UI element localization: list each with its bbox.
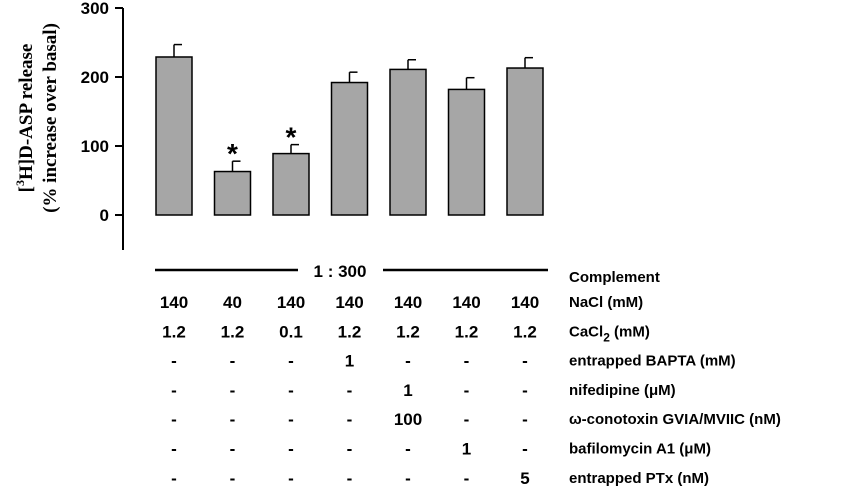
condition-row-label: CaCl2 (mM) <box>569 323 650 344</box>
y-axis-title-line1: [3H]D-ASP release <box>13 44 37 193</box>
bar <box>155 56 193 216</box>
condition-table: 140 40 140 140 140 140 140 NaCl (mM) 1.2 1.2 0.1 1.… <box>160 293 781 488</box>
condition-value: 100 <box>394 410 422 429</box>
condition-value: 1 <box>345 352 354 371</box>
condition-value: - <box>405 352 411 371</box>
y-axis-title-line2: (% increase over basal) <box>40 23 61 213</box>
condition-value: 140 <box>335 293 363 312</box>
condition-value: 1 <box>403 381 412 400</box>
significance-marker: * <box>227 138 238 169</box>
y-tick-label: 0 <box>100 206 109 225</box>
condition-value: - <box>288 440 294 459</box>
condition-value: - <box>230 469 236 488</box>
condition-value: 1.2 <box>513 322 537 341</box>
bar <box>272 152 310 216</box>
condition-value: - <box>347 469 353 488</box>
condition-value: - <box>347 440 353 459</box>
condition-value: - <box>522 440 528 459</box>
condition-value: - <box>405 469 411 488</box>
y-tick-label: 200 <box>81 68 109 87</box>
bar <box>389 68 427 216</box>
condition-value: 1.2 <box>396 322 420 341</box>
condition-value: - <box>288 352 294 371</box>
condition-value: - <box>522 381 528 400</box>
condition-value: - <box>405 440 411 459</box>
condition-value: 140 <box>511 293 539 312</box>
condition-value: - <box>230 381 236 400</box>
condition-value: - <box>464 352 470 371</box>
bar <box>506 67 544 216</box>
y-tick-label: 100 <box>81 137 109 156</box>
bar-series: ** <box>155 43 544 216</box>
condition-value: 0.1 <box>279 322 303 341</box>
complement-row-label: Complement <box>569 269 660 286</box>
y-tick-label: 300 <box>81 0 109 18</box>
complement-ratio-label: 1 : 300 <box>314 262 367 281</box>
condition-value: - <box>230 352 236 371</box>
condition-value: - <box>464 381 470 400</box>
condition-value: 140 <box>452 293 480 312</box>
condition-value: 1.2 <box>455 322 479 341</box>
condition-value: 1.2 <box>162 322 186 341</box>
condition-value: 5 <box>520 469 529 488</box>
condition-value: - <box>464 410 470 429</box>
y-axis-title: [3H]D-ASP release (% increase over basal… <box>13 23 61 213</box>
condition-value: 40 <box>223 293 242 312</box>
condition-value: - <box>230 410 236 429</box>
condition-row-label: bafilomycin A1 (μM) <box>569 441 711 458</box>
condition-value: - <box>347 381 353 400</box>
condition-value: - <box>171 352 177 371</box>
condition-value: - <box>522 410 528 429</box>
condition-value: 140 <box>394 293 422 312</box>
condition-value: - <box>230 440 236 459</box>
condition-value: 140 <box>160 293 188 312</box>
y-axis-ticks: 0 100 200 300 <box>81 0 123 225</box>
condition-value: 1 <box>462 440 471 459</box>
condition-row-label: nifedipine (μM) <box>569 382 676 399</box>
condition-value: - <box>347 410 353 429</box>
condition-row-label: entrapped PTx (nM) <box>569 470 709 487</box>
condition-value: - <box>288 469 294 488</box>
condition-value: - <box>522 352 528 371</box>
condition-value: - <box>288 410 294 429</box>
condition-value: - <box>171 440 177 459</box>
condition-value: - <box>171 469 177 488</box>
significance-marker: * <box>286 122 297 153</box>
condition-row-label: ω-conotoxin GVIA/MVIIC (nM) <box>569 411 781 428</box>
complement-bracket: 1 : 300 Complement <box>155 262 660 286</box>
condition-value: - <box>171 381 177 400</box>
condition-value: - <box>288 381 294 400</box>
condition-row-label: entrapped BAPTA (mM) <box>569 353 736 370</box>
condition-value: 140 <box>277 293 305 312</box>
condition-row-label: NaCl (mM) <box>569 294 643 311</box>
bar <box>213 170 252 216</box>
bar <box>447 88 486 216</box>
bar <box>330 81 369 216</box>
condition-value: - <box>464 469 470 488</box>
condition-value: - <box>171 410 177 429</box>
condition-value: 1.2 <box>338 322 362 341</box>
condition-value: 1.2 <box>221 322 245 341</box>
